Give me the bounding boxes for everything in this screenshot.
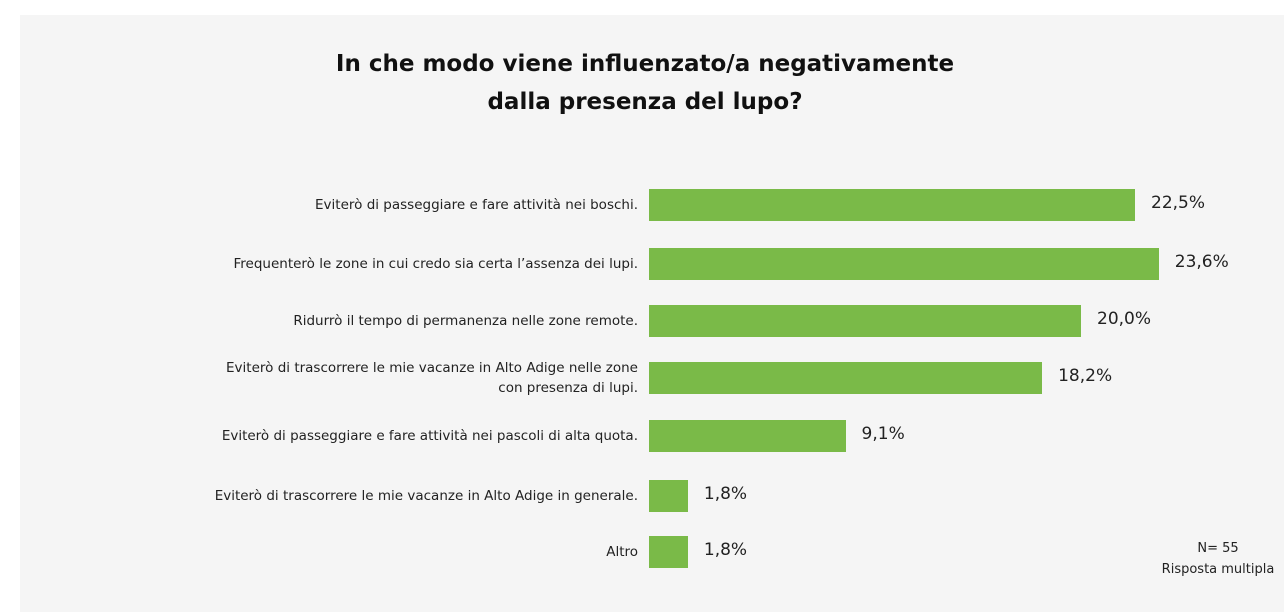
category-label: Ridurrò il tempo di permanenza nelle zon… (293, 313, 638, 329)
chart-title: In che modo viene influenzato/a negativa… (335, 51, 955, 115)
note: N= 55 (1197, 541, 1239, 556)
bar (649, 420, 846, 452)
note: Risposta multipla (1161, 562, 1275, 577)
bar (649, 480, 688, 512)
value-label: 18,2% (1058, 366, 1113, 386)
value-label: 22,5% (1151, 193, 1206, 213)
bar (649, 248, 1159, 280)
value-label: 9,1% (861, 424, 905, 444)
category-label: Eviterò di trascorrere le mie vacanze in… (226, 360, 638, 396)
value-label: 1,8% (703, 484, 748, 504)
bar (649, 189, 1135, 221)
bar (649, 362, 1043, 394)
category-label: Frequenterò le zone in cui credo sia cer… (233, 256, 638, 272)
bar (649, 536, 688, 568)
bar (649, 305, 1081, 337)
value-label: 20,0% (1097, 309, 1152, 329)
value-label: 1,8% (703, 540, 748, 560)
category-label: Eviterò di trascorrere le mie vacanze in… (214, 488, 638, 504)
category-label: Eviterò di passeggiare e fare attività n… (315, 197, 638, 213)
value-label: 23,6% (1174, 252, 1229, 272)
category-label: Eviterò di passeggiare e fare attività n… (221, 428, 638, 444)
category-label: Altro (606, 544, 638, 560)
